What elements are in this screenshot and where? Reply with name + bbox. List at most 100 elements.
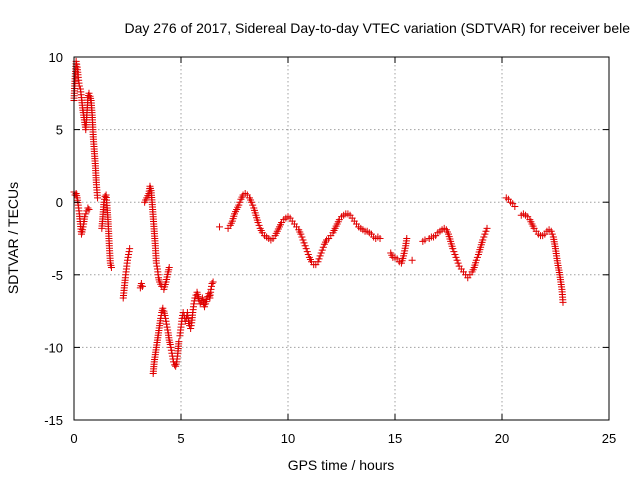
data-point: [201, 303, 209, 311]
data-point: [559, 298, 567, 306]
data-points: [70, 57, 567, 378]
data-point: [319, 243, 327, 251]
data-point: [126, 245, 134, 253]
data-point: [85, 205, 93, 213]
y-tick-label: -5: [51, 268, 63, 283]
data-point: [454, 259, 462, 267]
data-point: [449, 245, 457, 253]
data-point: [304, 250, 312, 258]
data-point: [162, 317, 170, 325]
data-point: [480, 233, 488, 241]
data-point: [101, 192, 109, 200]
y-tick-label: 5: [56, 123, 63, 138]
data-point: [79, 226, 87, 234]
data-point: [165, 264, 173, 272]
data-point: [191, 294, 199, 302]
data-point: [483, 224, 491, 232]
y-tick-label: -10: [44, 340, 63, 355]
y-axis: -15 -10 -5 0 5 10: [44, 50, 609, 428]
x-axis-label: GPS time / hours: [288, 457, 395, 473]
data-point: [482, 227, 490, 235]
data-point: [207, 285, 215, 293]
data-point: [249, 201, 257, 209]
x-tick-label: 0: [70, 431, 77, 446]
data-point: [479, 236, 487, 244]
data-point: [301, 242, 309, 250]
data-point: [473, 253, 481, 261]
data-point: [316, 252, 324, 260]
data-point: [452, 253, 460, 261]
y-tick-label: 10: [49, 50, 63, 65]
data-point: [85, 89, 93, 97]
data-point: [254, 219, 262, 227]
data-point: [318, 246, 326, 254]
data-point: [314, 258, 322, 266]
data-point: [137, 280, 145, 288]
data-point: [248, 198, 256, 206]
data-point: [511, 203, 519, 211]
data-point: [167, 346, 175, 354]
data-point: [187, 322, 195, 330]
plot-frame: [73, 56, 610, 421]
x-axis: 0 5 10 15 20 25: [70, 57, 616, 446]
data-point: [175, 338, 183, 346]
data-point: [203, 295, 211, 303]
data-point: [75, 82, 83, 90]
data-point: [303, 248, 311, 256]
y-axis-label: SDTVAR / TECUs: [5, 182, 21, 294]
data-point: [300, 239, 308, 247]
data-point: [152, 259, 160, 267]
data-point: [547, 227, 555, 235]
data-point: [235, 201, 243, 209]
x-tick-label: 25: [602, 431, 616, 446]
data-point: [125, 250, 133, 258]
data-point: [453, 256, 461, 264]
data-point: [163, 320, 171, 328]
data-point: [207, 282, 215, 290]
data-point: [236, 198, 244, 206]
data-point: [187, 325, 195, 333]
data-point: [161, 311, 169, 319]
data-point: [161, 314, 169, 322]
data-point: [403, 235, 411, 242]
data-point: [255, 221, 263, 229]
data-point: [299, 236, 307, 244]
x-tick-label: 5: [177, 431, 184, 446]
x-tick-label: 10: [281, 431, 295, 446]
data-point: [124, 253, 132, 261]
y-tick-label: 0: [56, 195, 63, 210]
data-point: [376, 235, 384, 242]
data-point: [166, 340, 174, 348]
data-point: [315, 255, 323, 263]
x-tick-label: 15: [388, 431, 402, 446]
data-point: [481, 230, 489, 238]
chart-title: Day 276 of 2017, Sidereal Day-to-day VTE…: [124, 20, 630, 36]
data-point: [298, 233, 306, 241]
data-point: [107, 264, 115, 272]
data-point: [153, 262, 161, 270]
data-point: [159, 304, 167, 312]
data-point: [125, 248, 133, 256]
data-point: [302, 245, 310, 253]
data-point: [94, 194, 102, 202]
data-point: [167, 343, 175, 351]
data-point: [79, 223, 87, 231]
data-point: [84, 204, 92, 212]
data-point: [164, 326, 172, 334]
data-point: [209, 278, 217, 286]
data-point: [421, 236, 429, 244]
grid: [74, 57, 609, 420]
data-point: [163, 323, 171, 331]
data-point: [190, 300, 198, 308]
data-point: [124, 256, 131, 264]
data-point: [168, 349, 176, 357]
data-point: [408, 256, 416, 264]
data-point: [216, 223, 224, 231]
data-point: [548, 230, 556, 238]
data-point: [451, 250, 459, 258]
data-point: [297, 230, 305, 238]
data-point: [472, 256, 480, 264]
data-point: [450, 248, 458, 256]
data-point: [317, 249, 325, 257]
